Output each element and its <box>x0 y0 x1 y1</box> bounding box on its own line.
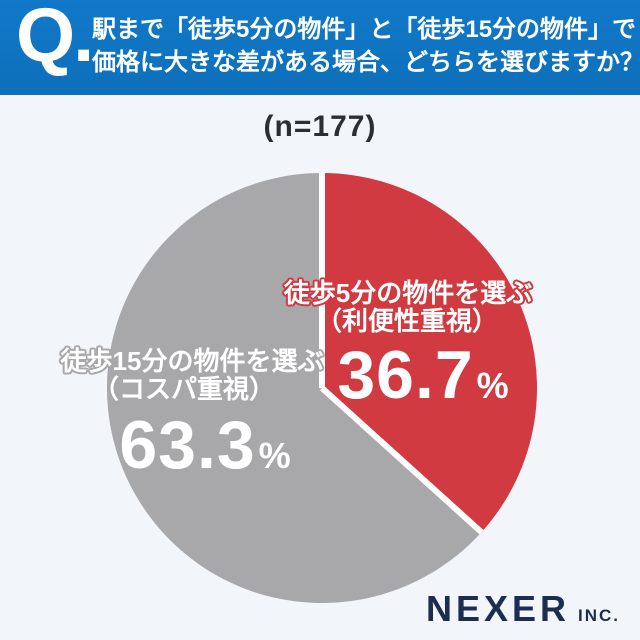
red-slice-percent-number: 36.7 <box>337 337 474 413</box>
red-slice-percent-sign: % <box>476 365 509 406</box>
pie-slice-1 <box>106 173 482 603</box>
question-text: 駅まで「徒歩5分の物件」と「徒歩15分の物件」で 価格に大きな差がある場合、どち… <box>92 13 640 79</box>
gray-slice-label-line1: 徒歩15分の物件を選ぶ <box>60 346 324 376</box>
logo-suffix: INC. <box>578 606 620 625</box>
sample-size-label: (n=177) <box>263 110 377 143</box>
gray-slice-percent-sign: % <box>258 435 291 476</box>
red-slice-label-line2: （利便性重視） <box>315 306 499 336</box>
pie-slice-divider <box>319 385 484 535</box>
gray-slice-percent-number: 63.3 <box>119 407 256 483</box>
gray-slice-label-line2: （コスパ重視） <box>92 374 276 404</box>
question-header: Q. 駅まで「徒歩5分の物件」と「徒歩15分の物件」で 価格に大きな差がある場合… <box>0 0 640 95</box>
company-logo: NEXER INC. <box>426 588 620 630</box>
gray-slice-value: 63.3% <box>119 406 290 484</box>
question-line-2: 価格に大きな差がある場合、どちらを選びますか？ <box>92 49 640 76</box>
logo-name: NEXER <box>425 588 570 629</box>
q-mark: Q. <box>16 0 94 78</box>
pie-slice-0 <box>322 173 537 533</box>
question-line-1: 駅まで「徒歩5分の物件」と「徒歩15分の物件」で <box>92 16 637 43</box>
red-slice-label-line1: 徒歩5分の物件を選ぶ <box>283 278 533 308</box>
red-slice-value: 36.7% <box>337 336 508 414</box>
